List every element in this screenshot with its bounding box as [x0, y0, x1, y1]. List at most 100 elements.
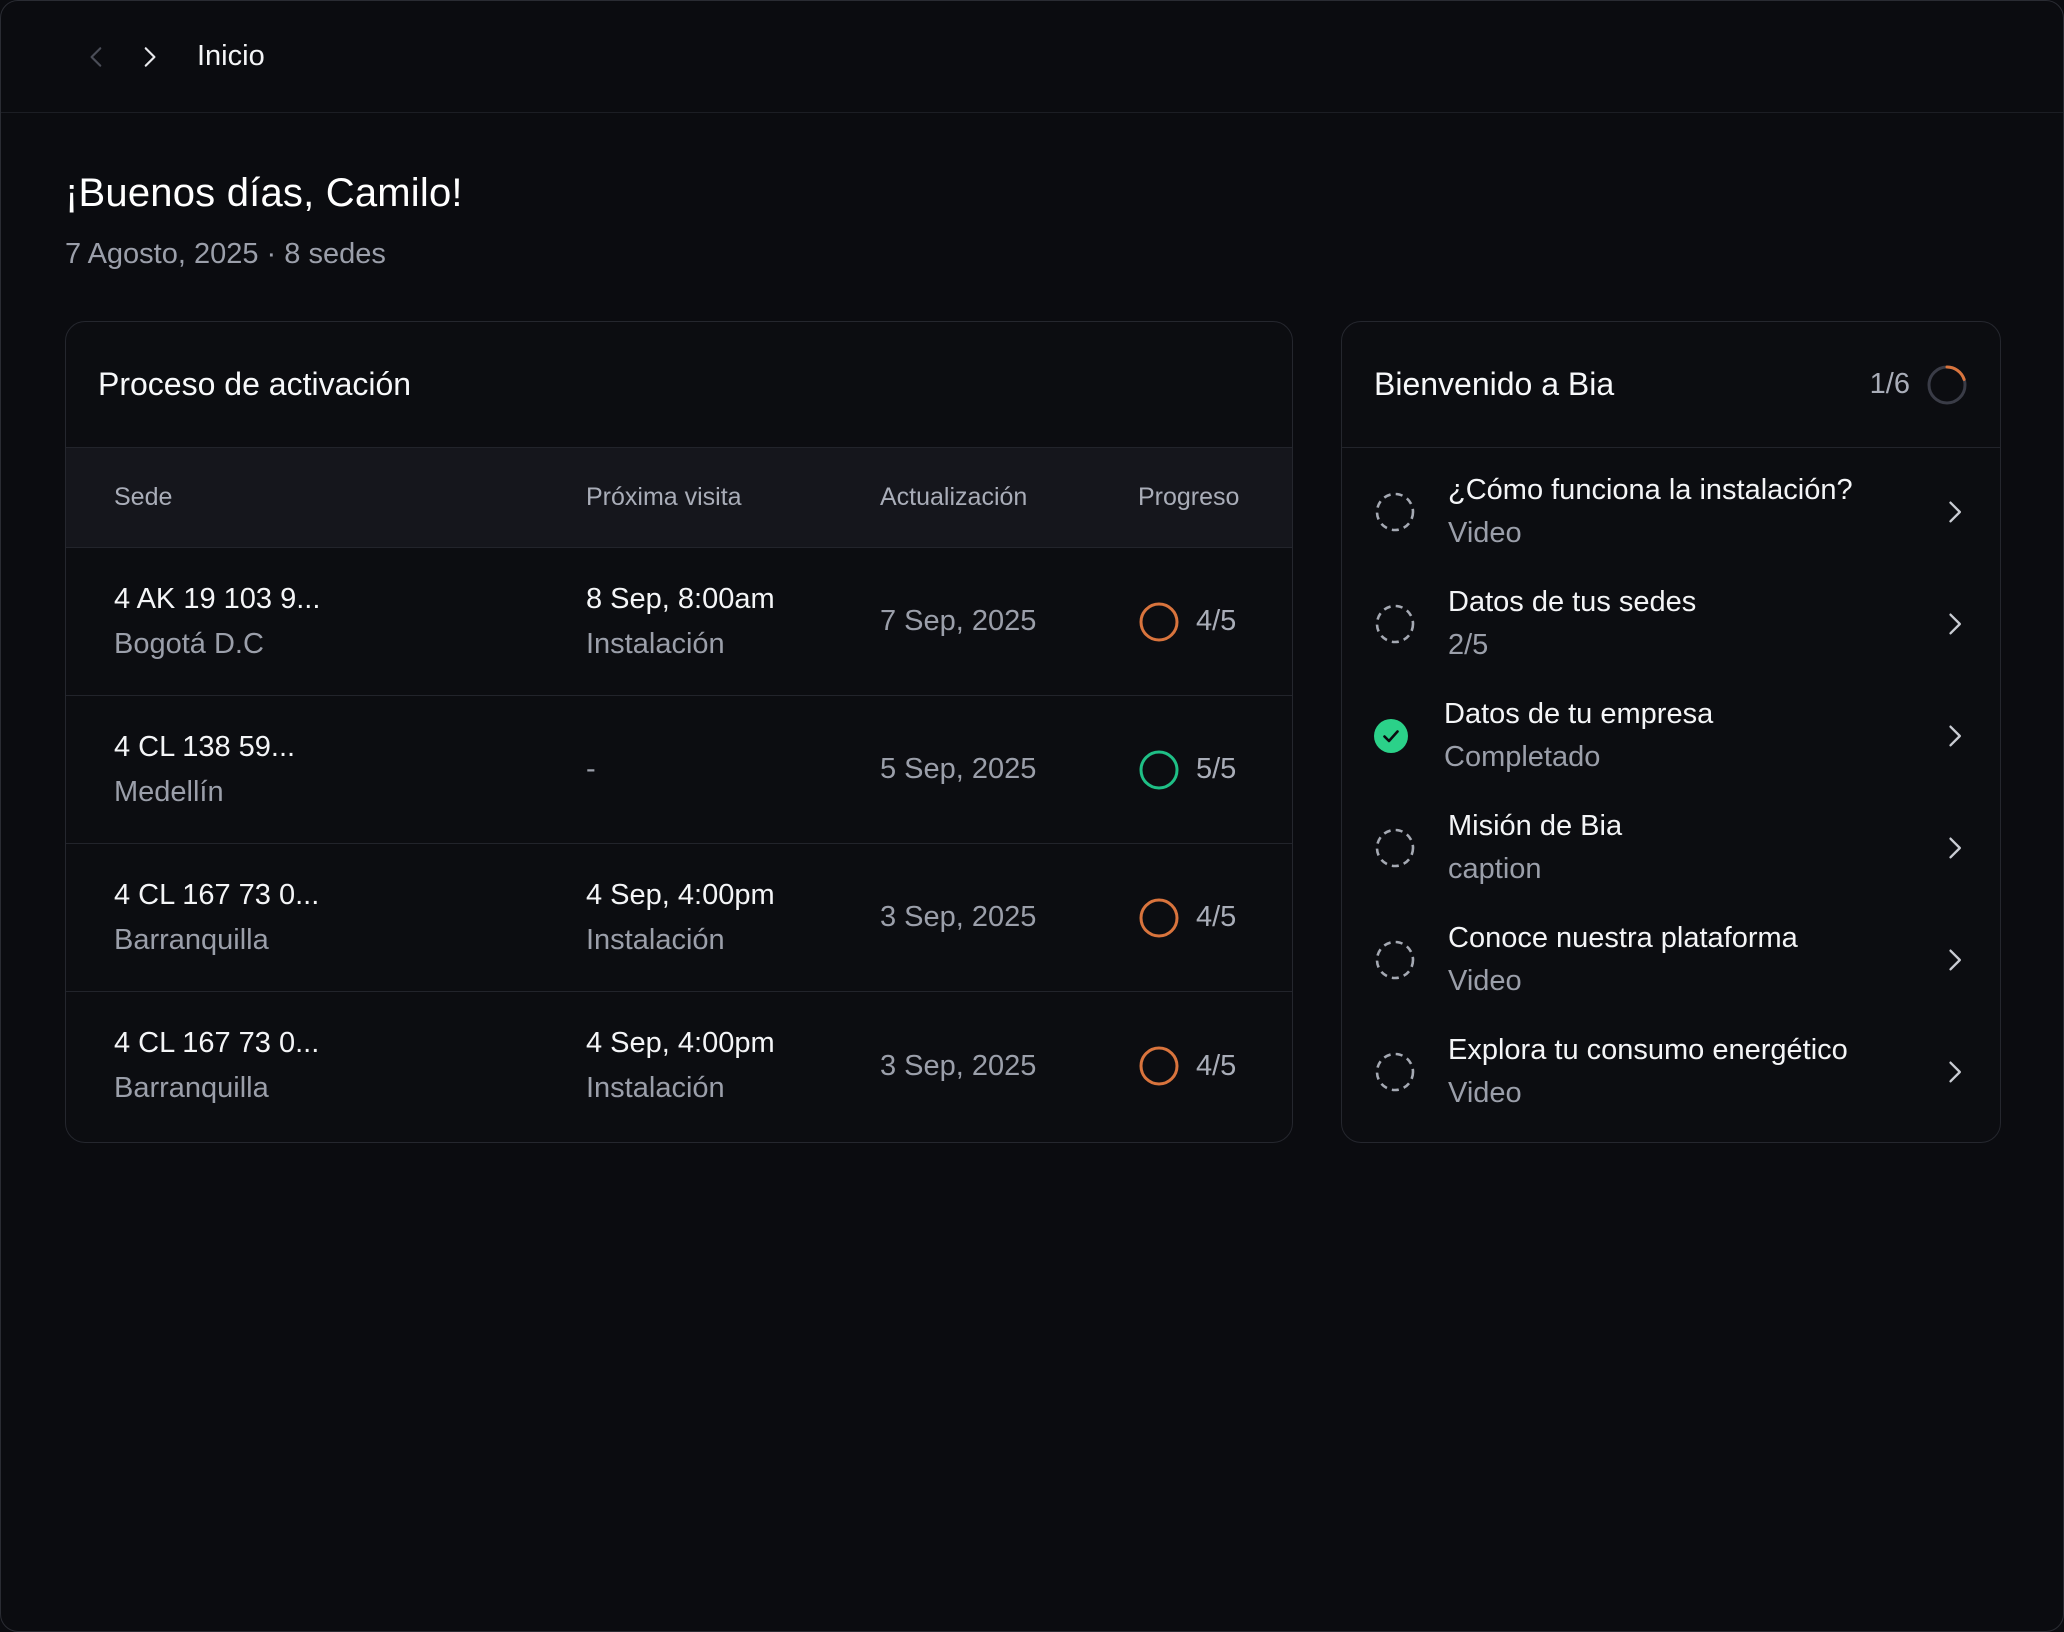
- table-header: Sede Próxima visita Actualización Progre…: [66, 448, 1292, 548]
- next-visit-date: 8 Sep, 8:00am: [586, 582, 775, 615]
- next-visit-date: 4 Sep, 4:00pm: [586, 878, 775, 911]
- page-subtitle: 7 Agosto, 2025 · 8 sedes: [65, 238, 386, 270]
- column-header-progreso: Progreso: [1138, 483, 1240, 511]
- checklist-item-text: Explora tu consumo energético Video: [1448, 1034, 1940, 1110]
- greeting: ¡Buenos días, Camilo! 7 Agosto, 2025 · 8…: [65, 171, 463, 271]
- next-visit-cell: 8 Sep, 8:00am Instalación: [586, 583, 880, 661]
- back-button[interactable]: [71, 31, 123, 83]
- sede-address: 4 CL 138 59...: [114, 730, 296, 763]
- checklist-item[interactable]: Misión de Bia caption: [1342, 792, 2000, 904]
- next-visit-date: -: [586, 753, 596, 785]
- sede-address: 4 CL 167 73 0...: [114, 1027, 320, 1059]
- welcome-card-title: Bienvenido a Bia: [1374, 366, 1615, 402]
- updated-cell: 3 Sep, 2025: [880, 901, 1138, 934]
- table-row[interactable]: 4 CL 167 73 0... Barranquilla 4 Sep, 4:00p…: [66, 844, 1292, 992]
- top-bar: Inicio: [1, 1, 2063, 113]
- table-row[interactable]: 4 AK 19 103 9... Bogotá D.C 8 Sep, 8:00am I…: [66, 548, 1292, 696]
- checklist-item-title: Datos de tus sedes: [1448, 586, 1697, 618]
- table-body: 4 AK 19 103 9... Bogotá D.C 8 Sep, 8:00am I…: [66, 548, 1292, 1140]
- progress-value: 4/5: [1196, 901, 1237, 933]
- welcome-progress: 1/6: [1870, 364, 1968, 406]
- checklist-item-text: Conoce nuestra plataforma Video: [1448, 922, 1940, 998]
- updated-date: 3 Sep, 2025: [880, 1049, 1037, 1082]
- dashed-circle-icon: [1375, 604, 1415, 644]
- check-circle-icon: [1374, 719, 1408, 753]
- updated-date: 5 Sep, 2025: [880, 753, 1037, 785]
- checklist-item[interactable]: Explora tu consumo energético Video: [1342, 1016, 2000, 1128]
- breadcrumb: Inicio: [197, 40, 265, 72]
- checklist-item-title: Misión de Bia: [1448, 810, 1623, 842]
- checklist-item-caption: Video: [1448, 1077, 1522, 1109]
- next-visit-type: Instalación: [586, 627, 725, 660]
- checklist-item-title: Conoce nuestra plataforma: [1448, 922, 1798, 954]
- progress-cell: 4/5: [1138, 601, 1292, 643]
- sede-cell: 4 CL 138 59... Medellín: [66, 731, 586, 809]
- progress-value: 5/5: [1196, 753, 1237, 785]
- column-header-sede: Sede: [114, 483, 173, 511]
- progress-ring-icon: [1139, 1046, 1179, 1086]
- sede-cell: 4 AK 19 103 9... Bogotá D.C: [66, 583, 586, 661]
- progress-cell: 4/5: [1138, 897, 1292, 939]
- checklist-item-caption: Completado: [1444, 741, 1601, 773]
- progress-ring-icon: [1139, 750, 1179, 789]
- activation-card: Proceso de activación Sede Próxima visit…: [65, 321, 1293, 1143]
- chevron-right-icon: [1949, 501, 1961, 523]
- checklist-item[interactable]: Conoce nuestra plataforma Video: [1342, 904, 2000, 1016]
- progress-cell: 4/5: [1138, 1045, 1292, 1087]
- checklist-item-text: Datos de tus sedes 2/5: [1448, 586, 1940, 662]
- next-visit-cell: 4 Sep, 4:00pm Instalación: [586, 879, 880, 957]
- updated-cell: 5 Sep, 2025: [880, 753, 1138, 786]
- sede-city: Medellín: [114, 775, 224, 808]
- progress-value: 4/5: [1196, 605, 1237, 637]
- checklist-item-text: Datos de tu empresa Completado: [1444, 698, 1940, 774]
- progress-cell: 5/5: [1138, 749, 1292, 791]
- welcome-card-header: Bienvenido a Bia 1/6: [1342, 322, 2000, 448]
- page-title: ¡Buenos días, Camilo!: [65, 171, 463, 215]
- forward-button[interactable]: [123, 31, 175, 83]
- sede-address: 4 CL 167 73 0...: [114, 878, 320, 911]
- checklist-item-title: Explora tu consumo energético: [1448, 1034, 1848, 1066]
- progress-value: 4/5: [1196, 1049, 1237, 1082]
- updated-date: 3 Sep, 2025: [880, 901, 1037, 933]
- sede-cell: 4 CL 167 73 0... Barranquilla: [66, 1027, 586, 1105]
- activation-card-title: Proceso de activación: [98, 366, 412, 402]
- sede-city: Bogotá D.C: [114, 627, 264, 660]
- checklist-item[interactable]: Datos de tus sedes 2/5: [1342, 568, 2000, 680]
- progress-ring-icon: [1139, 602, 1179, 641]
- table-row[interactable]: 4 CL 167 73 0... Barranquilla 4 Sep, 4:00p…: [66, 992, 1292, 1140]
- next-visit-cell: -: [586, 753, 880, 786]
- chevron-left-icon: [90, 46, 102, 67]
- checklist-item-caption: Video: [1448, 965, 1522, 997]
- activation-card-header: Proceso de activación: [66, 322, 1292, 448]
- sede-address: 4 AK 19 103 9...: [114, 582, 321, 615]
- updated-cell: 3 Sep, 2025: [880, 1050, 1138, 1083]
- sede-city: Barranquilla: [114, 1072, 269, 1104]
- onboarding-checklist: ¿Cómo funciona la instalación? Video Datos…: [1342, 456, 2000, 1128]
- column-header-actualizacion: Actualización: [880, 483, 1028, 511]
- checklist-item-title: ¿Cómo funciona la instalación?: [1448, 474, 1853, 506]
- checklist-item-caption: Video: [1448, 517, 1522, 549]
- table-row[interactable]: 4 CL 138 59... Medellín - 5 Sep, 2025 5/5: [66, 696, 1292, 844]
- dashed-circle-icon: [1375, 940, 1415, 980]
- next-visit-date: 4 Sep, 4:00pm: [586, 1027, 775, 1059]
- next-visit-cell: 4 Sep, 4:00pm Instalación: [586, 1027, 880, 1105]
- checklist-item-caption: 2/5: [1448, 629, 1489, 661]
- chevron-right-icon: [1949, 725, 1961, 747]
- dashed-circle-icon: [1375, 828, 1415, 868]
- checklist-item-title: Datos de tu empresa: [1444, 698, 1714, 730]
- chevron-right-icon: [1949, 613, 1961, 635]
- welcome-progress-count: 1/6: [1869, 368, 1910, 400]
- progress-ring-icon: [1139, 898, 1179, 937]
- chevron-right-icon: [1949, 1061, 1961, 1083]
- updated-cell: 7 Sep, 2025: [880, 605, 1138, 638]
- next-visit-type: Instalación: [586, 1072, 725, 1104]
- sede-cell: 4 CL 167 73 0... Barranquilla: [66, 879, 586, 957]
- dashed-circle-icon: [1375, 1052, 1415, 1092]
- updated-date: 7 Sep, 2025: [880, 605, 1037, 637]
- chevron-right-icon: [144, 46, 156, 67]
- checklist-item[interactable]: Datos de tu empresa Completado: [1342, 680, 2000, 792]
- column-header-proxima-visita: Próxima visita: [586, 483, 742, 511]
- checklist-item-caption: caption: [1448, 853, 1542, 885]
- checklist-item[interactable]: ¿Cómo funciona la instalación? Video: [1342, 456, 2000, 568]
- sede-city: Barranquilla: [114, 923, 269, 956]
